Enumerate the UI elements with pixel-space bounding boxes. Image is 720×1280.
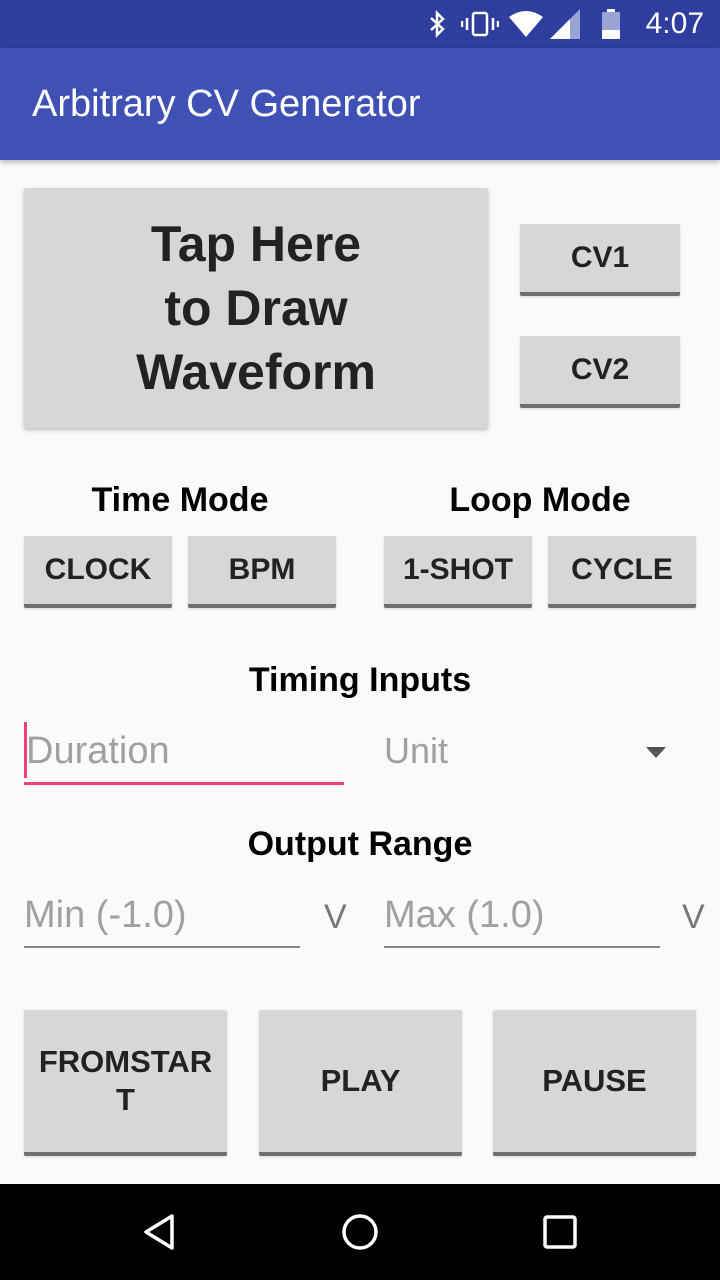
status-bar: 4:07 xyxy=(0,0,720,48)
dropdown-arrow-icon xyxy=(646,746,666,764)
min-underline xyxy=(24,946,300,948)
duration-underline xyxy=(24,782,344,785)
one-shot-button[interactable]: 1-SHOT xyxy=(384,536,532,608)
text-cursor xyxy=(24,722,27,778)
draw-waveform-button[interactable]: Tap Here to Draw Waveform xyxy=(24,188,488,428)
loop-mode-heading: Loop Mode xyxy=(449,481,631,519)
min-placeholder: Min (-1.0) xyxy=(24,894,187,936)
clock-button[interactable]: CLOCK xyxy=(24,536,172,608)
status-time: 4:07 xyxy=(645,7,704,40)
unit-spinner[interactable]: Unit xyxy=(384,722,680,784)
time-mode-heading: Time Mode xyxy=(91,481,269,519)
app-bar: Arbitrary CV Generator xyxy=(0,48,720,160)
pause-button[interactable]: PAUSE xyxy=(493,1010,696,1156)
unit-selected: Unit xyxy=(384,730,449,771)
app-title: Arbitrary CV Generator xyxy=(32,83,421,125)
max-input[interactable]: Max (1.0) xyxy=(384,890,660,950)
home-icon[interactable] xyxy=(320,1184,400,1280)
play-button[interactable]: PLAY xyxy=(259,1010,462,1156)
timing-inputs-heading: Timing Inputs xyxy=(248,661,472,699)
signal-icon xyxy=(548,0,582,48)
min-unit-label: V xyxy=(324,898,347,936)
max-unit-label: V xyxy=(682,898,705,936)
cv1-button[interactable]: CV1 xyxy=(520,224,680,296)
recents-icon[interactable] xyxy=(520,1184,600,1280)
navigation-bar xyxy=(0,1184,720,1280)
bpm-button[interactable]: BPM xyxy=(188,536,336,608)
from-start-button[interactable]: FROMSTAR T xyxy=(24,1010,227,1156)
vibrate-icon xyxy=(460,0,500,48)
wifi-icon xyxy=(508,0,544,48)
cycle-button[interactable]: CYCLE xyxy=(548,536,696,608)
duration-input[interactable]: Duration xyxy=(24,722,344,785)
back-icon[interactable] xyxy=(120,1184,200,1280)
cv2-button[interactable]: CV2 xyxy=(520,336,680,408)
battery-icon xyxy=(598,0,624,48)
max-placeholder: Max (1.0) xyxy=(384,894,545,936)
duration-placeholder: Duration xyxy=(26,730,170,772)
output-range-heading: Output Range xyxy=(247,825,473,863)
bluetooth-icon xyxy=(426,0,450,48)
max-underline xyxy=(384,946,660,948)
min-input[interactable]: Min (-1.0) xyxy=(24,890,300,950)
